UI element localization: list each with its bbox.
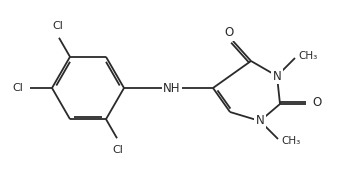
Text: CH₃: CH₃ (281, 136, 300, 146)
Text: N: N (256, 114, 264, 128)
Text: Cl: Cl (12, 83, 23, 93)
Text: Cl: Cl (52, 21, 63, 31)
Text: Cl: Cl (113, 145, 123, 155)
Text: N: N (273, 70, 281, 82)
Text: O: O (312, 96, 321, 109)
Text: O: O (224, 26, 233, 40)
Text: NH: NH (163, 82, 181, 95)
Text: CH₃: CH₃ (298, 51, 317, 61)
